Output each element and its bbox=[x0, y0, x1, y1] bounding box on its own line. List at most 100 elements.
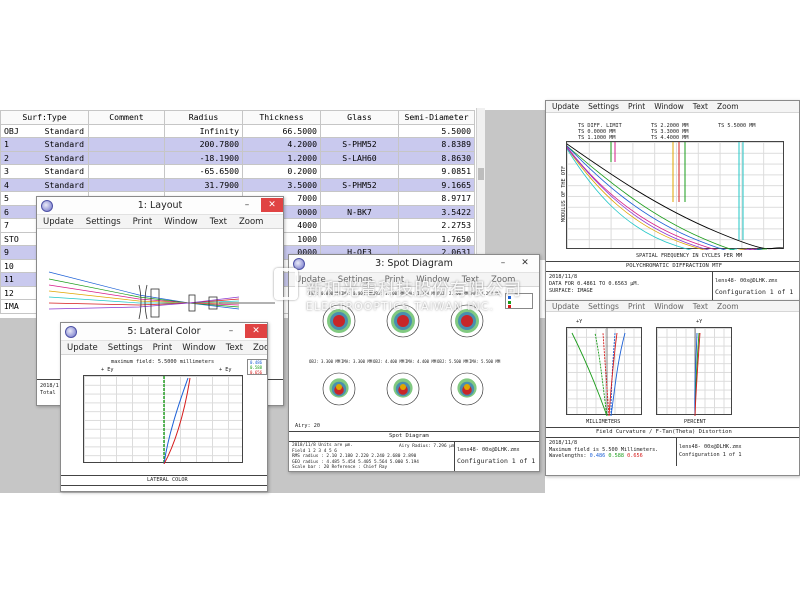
menu-print[interactable]: Print bbox=[384, 274, 405, 285]
layout-titlebar[interactable]: 1: Layout – ✕ bbox=[37, 197, 283, 215]
menu-settings[interactable]: Settings bbox=[337, 274, 373, 285]
cell-glass[interactable]: S-LAH60 bbox=[320, 150, 399, 165]
cell-surf: 7 bbox=[4, 220, 9, 231]
cell-surf-type[interactable]: 3 Standard bbox=[0, 164, 89, 179]
field-footer-divider bbox=[546, 437, 799, 438]
cell-surf-type[interactable]: 2 Standard bbox=[0, 150, 89, 165]
spot-titlebar[interactable]: 3: Spot Diagram – ✕ bbox=[289, 255, 539, 273]
menu-window[interactable]: Window bbox=[654, 102, 684, 111]
cell-comment[interactable] bbox=[88, 164, 165, 179]
menu-text[interactable]: Text bbox=[225, 342, 243, 353]
dist-curve-red bbox=[694, 332, 701, 416]
cell-comment[interactable] bbox=[88, 150, 165, 165]
scrollbar-thumb[interactable] bbox=[478, 168, 484, 180]
mtf-curve-3 bbox=[567, 146, 758, 250]
cell-thickness[interactable]: 66.5000 bbox=[242, 123, 321, 138]
menu-zoom[interactable]: Zoom bbox=[716, 102, 739, 111]
table-row[interactable]: 1 Standard 200.7800 4.2000 S-PHM52 8.8389 bbox=[0, 137, 475, 152]
col-thickness[interactable]: Thickness bbox=[242, 110, 321, 125]
menu-zoom[interactable]: Zoom bbox=[252, 342, 267, 353]
close-icon[interactable]: ✕ bbox=[521, 258, 529, 268]
spot-core bbox=[400, 384, 406, 390]
cell-surf-type[interactable]: OBJ Standard bbox=[0, 123, 89, 138]
menu-window[interactable]: Window bbox=[416, 274, 450, 285]
cell-glass[interactable] bbox=[320, 191, 399, 206]
minimize-icon[interactable]: – bbox=[228, 326, 234, 336]
cell-surf: 12 bbox=[4, 287, 14, 298]
cell-comment[interactable] bbox=[88, 137, 165, 152]
menu-text[interactable]: Text bbox=[692, 102, 708, 111]
menu-zoom[interactable]: Zoom bbox=[716, 301, 739, 311]
cell-thickness[interactable]: 3.5000 bbox=[242, 177, 321, 192]
field-filename: lens48- 00x@DLHK.zmx bbox=[679, 444, 742, 450]
cell-radius[interactable]: 31.7900 bbox=[164, 177, 243, 192]
col-comment[interactable]: Comment bbox=[88, 110, 165, 125]
zemax-icon bbox=[65, 326, 77, 338]
cell-radius[interactable]: Infinity bbox=[164, 123, 243, 138]
menu-window[interactable]: Window bbox=[654, 301, 684, 311]
menu-settings[interactable]: Settings bbox=[107, 342, 143, 353]
menu-update[interactable]: Update bbox=[552, 102, 580, 111]
menu-text[interactable]: Text bbox=[692, 301, 708, 311]
cell-semi[interactable]: 8.9717 bbox=[398, 191, 475, 206]
cell-radius[interactable]: -65.6500 bbox=[164, 164, 243, 179]
menu-window[interactable]: Window bbox=[182, 342, 216, 353]
menu-zoom[interactable]: Zoom bbox=[490, 274, 516, 285]
menu-print[interactable]: Print bbox=[132, 216, 153, 227]
menu-update[interactable]: Update bbox=[43, 216, 74, 227]
menu-settings[interactable]: Settings bbox=[85, 216, 121, 227]
menu-settings[interactable]: Settings bbox=[588, 102, 619, 111]
menu-window[interactable]: Window bbox=[164, 216, 198, 227]
close-icon[interactable]: ✕ bbox=[245, 324, 267, 338]
cell-thickness[interactable]: 4.2000 bbox=[242, 137, 321, 152]
col-radius[interactable]: Radius bbox=[164, 110, 243, 125]
cell-semi[interactable]: 9.1665 bbox=[398, 177, 475, 192]
cell-semi[interactable]: 1.7650 bbox=[398, 231, 475, 246]
close-icon[interactable]: ✕ bbox=[261, 198, 283, 212]
minimize-icon[interactable]: – bbox=[500, 258, 506, 268]
cell-glass[interactable] bbox=[320, 218, 399, 233]
cell-glass[interactable] bbox=[320, 123, 399, 138]
col-semi-diameter[interactable]: Semi-Diameter bbox=[398, 110, 475, 125]
menu-update[interactable]: Update bbox=[67, 342, 98, 353]
cell-thickness[interactable]: 0.2000 bbox=[242, 164, 321, 179]
cell-semi[interactable]: 8.8630 bbox=[398, 150, 475, 165]
menu-print[interactable]: Print bbox=[627, 102, 646, 111]
cell-semi[interactable]: 2.2753 bbox=[398, 218, 475, 233]
menu-settings[interactable]: Settings bbox=[588, 301, 619, 311]
menu-print[interactable]: Print bbox=[627, 301, 646, 311]
cell-glass[interactable] bbox=[320, 164, 399, 179]
cell-comment[interactable] bbox=[88, 177, 165, 192]
cell-surf-type[interactable]: 4 Standard bbox=[0, 177, 89, 192]
table-row[interactable]: 4 Standard 31.7900 3.5000 S-PHM52 9.1665 bbox=[0, 177, 475, 192]
menu-text[interactable]: Text bbox=[461, 274, 479, 285]
cell-radius[interactable]: 200.7800 bbox=[164, 137, 243, 152]
cell-semi[interactable]: 9.0851 bbox=[398, 164, 475, 179]
table-row[interactable]: OBJ Standard Infinity 66.5000 5.5000 bbox=[0, 123, 475, 138]
cell-semi[interactable]: 5.5000 bbox=[398, 123, 475, 138]
menu-text[interactable]: Text bbox=[209, 216, 227, 227]
cell-glass[interactable] bbox=[320, 231, 399, 246]
minimize-icon[interactable]: – bbox=[244, 200, 250, 210]
cell-glass[interactable]: S-PHM52 bbox=[320, 177, 399, 192]
cell-comment[interactable] bbox=[88, 123, 165, 138]
cell-glass[interactable]: N-BK7 bbox=[320, 204, 399, 219]
col-glass[interactable]: Glass bbox=[320, 110, 399, 125]
field-right-tag: +Y bbox=[696, 319, 703, 325]
cell-surf-type[interactable]: 1 Standard bbox=[0, 137, 89, 152]
col-surf-type[interactable]: Surf:Type bbox=[0, 110, 89, 125]
lens-editor-scrollbar[interactable] bbox=[476, 108, 485, 318]
cell-semi[interactable]: 8.8389 bbox=[398, 137, 475, 152]
menu-print[interactable]: Print bbox=[152, 342, 173, 353]
menu-update[interactable]: Update bbox=[552, 301, 580, 311]
cell-glass[interactable]: S-PHM52 bbox=[320, 137, 399, 152]
lateral-titlebar[interactable]: 5: Lateral Color – ✕ bbox=[61, 323, 267, 341]
mtf-xlabel: SPATIAL FREQUENCY IN CYCLES PER MM bbox=[636, 253, 743, 259]
menu-zoom[interactable]: Zoom bbox=[238, 216, 264, 227]
cell-thickness[interactable]: 1.2000 bbox=[242, 150, 321, 165]
table-row[interactable]: 3 Standard -65.6500 0.2000 9.0851 bbox=[0, 164, 475, 179]
cell-semi[interactable]: 3.5422 bbox=[398, 204, 475, 219]
cell-radius[interactable]: -18.1900 bbox=[164, 150, 243, 165]
menu-update[interactable]: Update bbox=[295, 274, 326, 285]
table-row[interactable]: 2 Standard -18.1900 1.2000 S-LAH60 8.8630 bbox=[0, 150, 475, 165]
